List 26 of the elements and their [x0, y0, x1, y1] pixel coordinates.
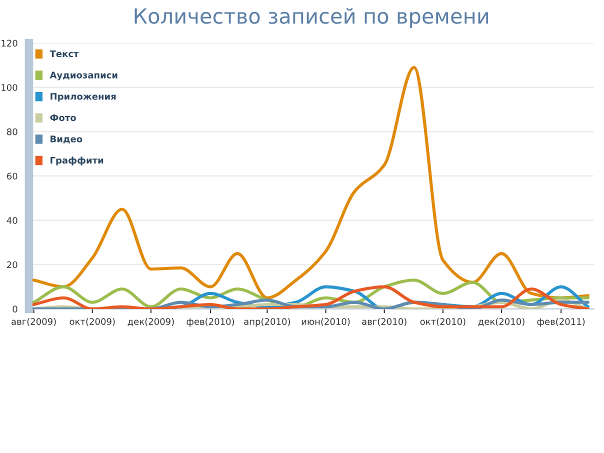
x-tick-label: июн(2010) [302, 318, 350, 326]
y-tick-label: 80 [7, 128, 18, 136]
x-tick-label: апр(2010) [244, 318, 290, 327]
legend-label: Приложения [50, 93, 116, 102]
legend-label: Аудиозаписи [50, 72, 118, 80]
line-series [32, 285, 590, 309]
x-tick-label: дек(2010) [478, 318, 524, 326]
legend-label: Видео [50, 136, 82, 144]
x-tick-label: дек(2009) [128, 318, 174, 326]
line-series [32, 66, 590, 300]
y-tick-label: 40 [6, 217, 18, 224]
x-tick-label: фев(2010) [186, 318, 234, 327]
y-tick-label: 100 [2, 84, 18, 91]
y-tick-label: 20 [7, 261, 18, 268]
y-tick-label: 0 [12, 306, 18, 313]
legend-label: Текст [50, 50, 79, 58]
x-tick-label: окт(2010) [420, 318, 466, 326]
chart-title: Количество записей по времени [134, 8, 488, 28]
y-tick-label: 120 [2, 40, 18, 47]
x-tick-label: фев(2011) [537, 318, 585, 327]
x-tick-label: окт(2009) [70, 318, 115, 326]
y-tick-label: 60 [7, 172, 18, 180]
x-tick-label: авг(2010) [362, 318, 406, 326]
legend-label: Граффити [50, 156, 104, 166]
x-tick-label: авг(2009) [12, 318, 56, 326]
legend-label: Фото [50, 114, 76, 122]
